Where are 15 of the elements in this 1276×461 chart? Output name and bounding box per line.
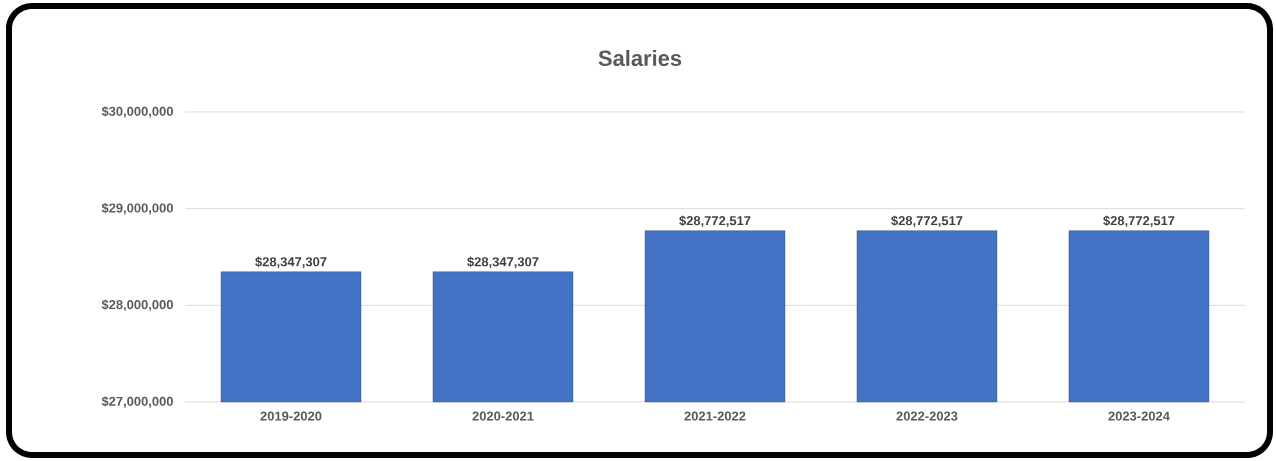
chart-title: Salaries	[598, 49, 682, 67]
data-label: $28,347,307	[255, 256, 327, 269]
y-tick-label: $30,000,000	[101, 106, 173, 118]
y-tick-label: $29,000,000	[101, 202, 173, 215]
data-label: $28,772,517	[1103, 215, 1175, 228]
x-tick-label: 2020-2021	[472, 411, 534, 421]
x-tick-label: 2019-2020	[260, 411, 322, 421]
data-label: $28,772,517	[891, 215, 963, 228]
x-tick-label: 2021-2022	[684, 411, 746, 421]
y-tick-label: $28,000,000	[101, 299, 173, 312]
data-label: $28,772,517	[679, 215, 751, 228]
data-label: $28,347,307	[467, 256, 539, 269]
x-tick-label: 2022-2023	[896, 411, 958, 421]
y-tick-label: $27,000,000	[101, 396, 173, 408]
x-tick-label: 2023-2024	[1108, 411, 1170, 421]
